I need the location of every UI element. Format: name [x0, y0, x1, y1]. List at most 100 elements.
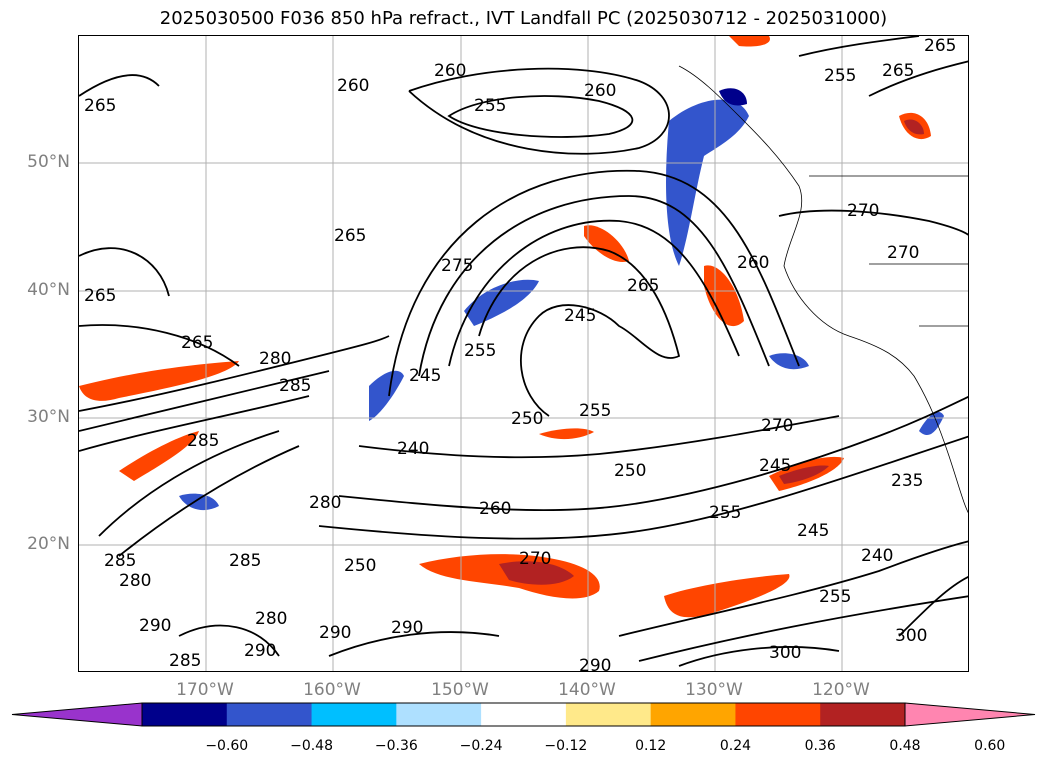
shade-patch-blue-coast: [666, 99, 749, 267]
contour-label: 265: [924, 36, 956, 56]
contour-label: 245: [564, 306, 596, 326]
shade-patch-orange-west: [79, 361, 239, 401]
contour-label: 255: [579, 401, 611, 421]
contour-label: 290: [579, 656, 611, 672]
contour-label: 265: [627, 276, 659, 296]
colorbar-tick-label: −0.48: [290, 738, 333, 754]
colorbar-segments: [11, 702, 1036, 727]
contour-label: 270: [847, 201, 879, 221]
lat-label-30n: 30°N: [27, 407, 70, 427]
colorbar-tick-label: 0.24: [719, 738, 752, 754]
contour-label: 285: [187, 431, 219, 451]
colorbar-tick-label: −0.36: [374, 738, 418, 754]
colorbar-extend-left: [11, 702, 143, 727]
contour-label: 290: [244, 641, 276, 661]
colorbar-segment: [226, 703, 313, 726]
contour-label: 235: [891, 471, 923, 491]
lon-label-130w: 130°W: [685, 680, 743, 700]
contour-label: 260: [337, 76, 369, 96]
contour-label: 300: [895, 626, 927, 646]
lon-label-160w: 160°W: [303, 680, 361, 700]
contour-label: 255: [819, 587, 851, 607]
colorbar-segment: [820, 703, 906, 726]
contour-label: 260: [737, 253, 769, 273]
colorbar-segment: [481, 703, 567, 726]
shade-patch-orange-coast: [704, 265, 744, 327]
shade-patch-darkred-east: [779, 465, 829, 484]
contour-label: 255: [474, 96, 506, 116]
contour-label: 265: [334, 226, 366, 246]
map-canvas: 265 260 255 260 265 260 255 265 265 265 …: [79, 36, 968, 672]
contour-label: 280: [119, 571, 151, 591]
map-title: 2025030500 F036 850 hPa refract., IVT La…: [159, 8, 888, 29]
contour-label: 290: [391, 618, 423, 638]
contour-label: 270: [761, 416, 793, 436]
coastline: [678, 65, 968, 514]
colorbar-tick-label: −0.60: [205, 738, 249, 754]
contour-label: 275: [441, 256, 473, 276]
lon-label-120w: 120°W: [812, 680, 870, 700]
contour-label: 250: [344, 556, 376, 576]
contour-label: 265: [84, 96, 116, 116]
contour-label: 265: [181, 333, 213, 353]
colorbar-tick-label: 0.60: [974, 738, 1006, 754]
lon-label-140w: 140°W: [558, 680, 616, 700]
contour-label: 290: [139, 616, 171, 636]
contour-label: 260: [479, 499, 511, 519]
contour-label: 285: [229, 551, 261, 571]
contour-label: 265: [84, 286, 116, 306]
colorbar-extend-right: [904, 702, 1036, 727]
lon-label-150w: 150°W: [431, 680, 489, 700]
colorbar-segment: [650, 703, 736, 726]
contour-label: 290: [319, 623, 351, 643]
contour-lines: [79, 36, 968, 667]
contour-label: 280: [309, 493, 341, 513]
colorbar-tick-label: −0.12: [544, 738, 588, 754]
shade-patch-blue-mid: [464, 279, 539, 326]
contour-label: 240: [397, 439, 429, 459]
contour-label: 255: [709, 503, 741, 523]
contour-label: 255: [464, 341, 496, 361]
lon-label-170w: 170°W: [176, 680, 234, 700]
contour-label: 260: [434, 61, 466, 81]
shade-patch-darkred-central: [499, 561, 574, 585]
lat-label-50n: 50°N: [27, 152, 70, 172]
contour-label: 265: [882, 61, 914, 81]
contour-label: 245: [759, 456, 791, 476]
lat-label-20n: 20°N: [27, 534, 70, 554]
contour-label: 250: [614, 461, 646, 481]
colorbar-segment: [311, 703, 397, 726]
contour-label: 280: [255, 609, 287, 629]
colorbar-tick-label: −0.24: [459, 738, 503, 754]
colorbar-tick-label: 0.48: [889, 738, 921, 754]
shade-patch-blue-east: [769, 353, 809, 370]
shade-patch-darkred-ne: [904, 119, 924, 135]
colorbar-segment: [396, 703, 482, 726]
shade-patch-navy-coast: [719, 88, 747, 106]
contour-label: 240: [861, 546, 893, 566]
contour-label: 245: [797, 521, 829, 541]
contour-label: 285: [279, 376, 311, 396]
contour-value-labels: 265 260 255 260 265 260 255 265 265 265 …: [84, 36, 956, 672]
colorbar-tick-label: 0.36: [804, 738, 836, 754]
shade-patch-orange-north: [584, 225, 629, 262]
contour-label: 300: [769, 643, 801, 663]
map-panel: 265 260 255 260 265 260 255 265 265 265 …: [78, 35, 969, 672]
graticule: [79, 36, 968, 671]
shade-patch-orange-sw: [119, 431, 199, 481]
contour-label: 250: [511, 409, 543, 429]
contour-label: 285: [169, 651, 201, 671]
colorbar-outline: [141, 702, 906, 727]
shade-patch-orange-nw: [729, 36, 770, 47]
shade-patch-orange-south: [664, 574, 790, 618]
contour-label: 245: [409, 366, 441, 386]
colorbar-segment: [142, 703, 228, 726]
colorbar-segment: [735, 703, 821, 726]
contour-label: 270: [519, 549, 551, 569]
colorbar-segment: [565, 703, 652, 726]
contour-label: 255: [824, 66, 856, 86]
contour-label: 285: [104, 551, 136, 571]
shade-patch-blue-west: [369, 370, 404, 421]
colorbar: [11, 702, 1036, 727]
shade-patch-orange-s2: [539, 428, 594, 440]
